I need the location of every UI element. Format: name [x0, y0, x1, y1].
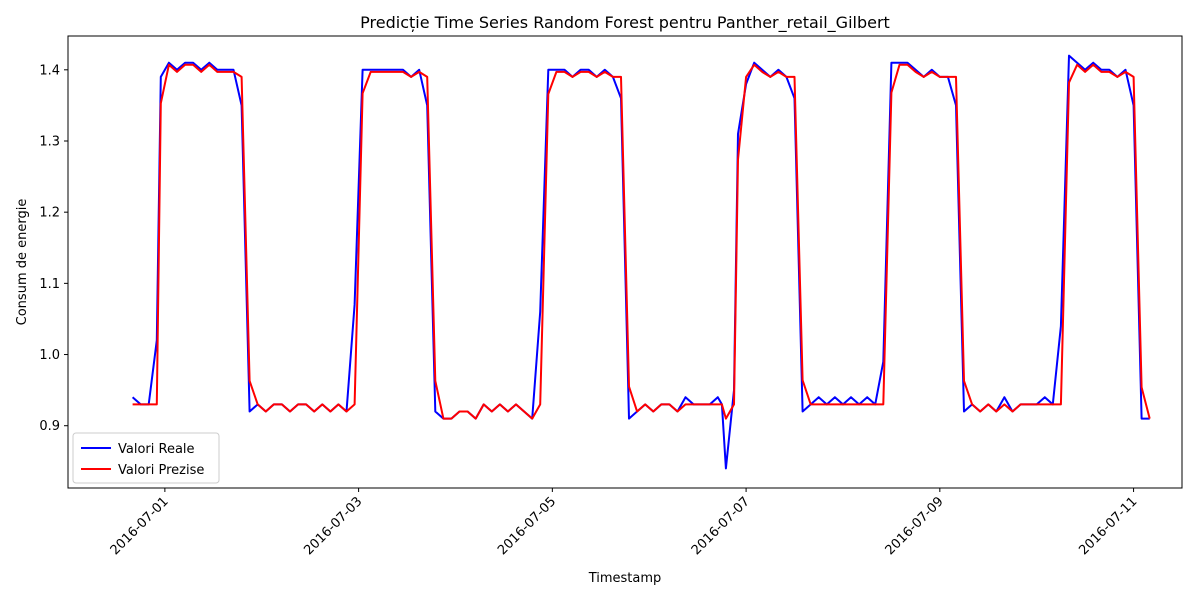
x-tick-label: 2016-07-01: [108, 494, 172, 558]
x-tick-label: 2016-07-05: [495, 494, 559, 558]
x-tick-label: 2016-07-11: [1076, 494, 1140, 558]
y-axis-title: Consum de energie: [15, 199, 30, 326]
series-line-valori-prezise: [132, 63, 1151, 420]
legend-label-valori-reale: Valori Reale: [118, 442, 195, 457]
legend-label-valori-prezise: Valori Prezise: [118, 463, 204, 478]
y-tick-label: 1.0: [39, 348, 60, 363]
y-tick-label: 0.9: [39, 419, 60, 434]
plot-frame: [67, 35, 1183, 489]
y-tick-label: 1.2: [39, 206, 60, 221]
x-tick-label: 2016-07-07: [689, 494, 753, 558]
legend-frame: [72, 432, 220, 484]
y-tick-label: 1.3: [39, 134, 60, 149]
x-axis-title: Timestamp: [588, 571, 662, 586]
plot-lines: [131, 54, 1151, 470]
legend: Valori Reale Valori Prezise: [72, 432, 220, 484]
chart-title: Predicție Time Series Random Forest pent…: [360, 13, 890, 33]
y-tick-label: 1.4: [39, 63, 60, 78]
x-tick-label: 2016-07-09: [883, 494, 947, 558]
y-tick-label: 1.1: [39, 277, 60, 292]
x-tick-label: 2016-07-03: [301, 494, 365, 558]
